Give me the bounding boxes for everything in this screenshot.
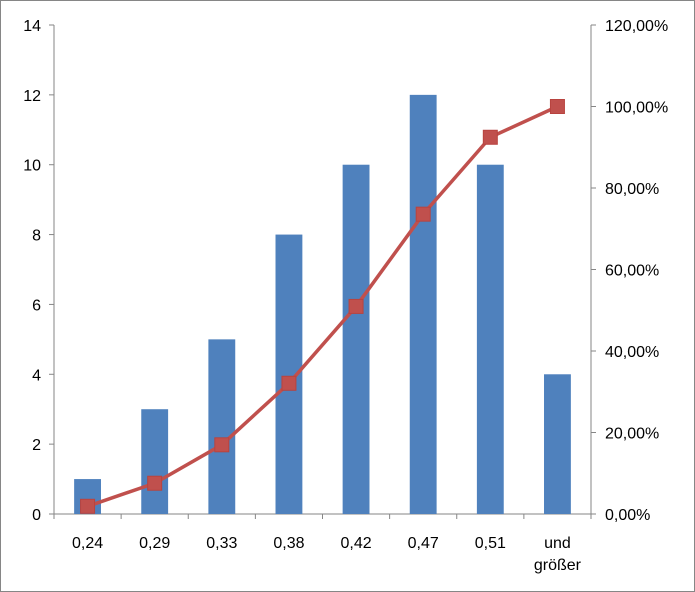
axis-labels: 0 2 4 6 8 10 12 14 0,00% 20,00% 40,00% 60,00% 80,00%… [23, 18, 668, 574]
x-category-label: 0,29 [139, 535, 170, 552]
left-y-tick-label: 14 [23, 18, 41, 35]
x-category-label: 0,42 [340, 535, 371, 552]
cumulative-point [348, 298, 364, 314]
cumulative-point [549, 99, 565, 114]
left-y-tick-label: 8 [32, 228, 41, 245]
axes-group [49, 24, 596, 519]
right-y-tick-label: 20,00% [605, 426, 659, 443]
right-y-tick-label: 40,00% [605, 344, 659, 361]
left-y-tick-label: 4 [32, 367, 41, 384]
left-y-tick-label: 2 [32, 437, 41, 454]
x-category-label: 0,38 [273, 535, 304, 552]
bar [342, 164, 370, 514]
bar [141, 409, 169, 514]
right-y-tick-label: 60,00% [605, 263, 659, 280]
left-y-tick-label: 0 [32, 507, 41, 524]
cumulative-point [80, 498, 96, 514]
bar-series [74, 94, 571, 515]
bar [208, 339, 236, 514]
bar [409, 94, 437, 514]
cumulative-point [214, 437, 230, 453]
left-y-tick-label: 12 [23, 88, 41, 105]
cumulative-point [415, 206, 431, 222]
cumulative-point [281, 375, 297, 391]
cumulative-point [147, 475, 163, 491]
left-y-tick-label: 6 [32, 297, 41, 314]
cumulative-line-series [80, 99, 565, 514]
x-category-label: 0,51 [475, 535, 506, 552]
right-y-tick-label: 80,00% [605, 181, 659, 198]
bar [476, 164, 504, 514]
cumulative-point [482, 129, 498, 145]
bar [544, 374, 571, 514]
right-y-tick-label: 0,00% [605, 507, 650, 524]
x-category-label: und größer [534, 535, 582, 574]
right-y-tick-label: 100,00% [605, 100, 668, 117]
x-category-label: 0,24 [72, 535, 103, 552]
x-category-label: 0,47 [408, 535, 439, 552]
right-y-tick-label: 120,00% [605, 18, 668, 35]
x-category-label: 0,33 [206, 535, 237, 552]
left-y-tick-label: 10 [23, 158, 41, 175]
cumulative-line [86, 104, 559, 508]
